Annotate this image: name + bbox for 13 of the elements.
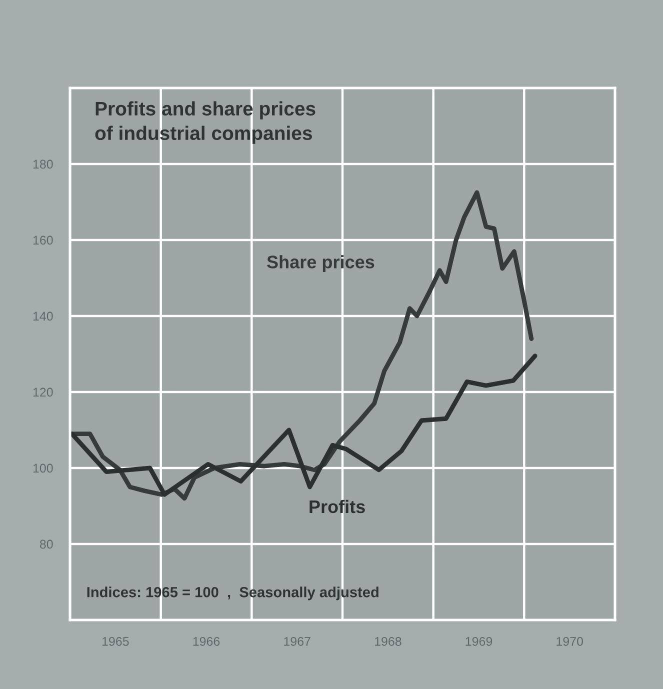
y-tick-label: 100	[33, 464, 53, 473]
x-tick-label: 1967	[284, 636, 310, 646]
x-tick-label: 1970	[556, 636, 583, 646]
y-tick-label: 180	[33, 160, 53, 169]
y-tick-label: 140	[33, 312, 53, 321]
y-tick-label: 80	[40, 540, 53, 549]
y-tick-label: 160	[33, 236, 53, 245]
x-tick-label: 1969	[466, 636, 492, 646]
x-tick-label: 1966	[193, 636, 220, 646]
line-series	[70, 190, 534, 501]
y-tick-label: 120	[33, 388, 53, 397]
x-tick-label: 1968	[374, 636, 402, 646]
x-tick-label: 1965	[102, 636, 129, 646]
